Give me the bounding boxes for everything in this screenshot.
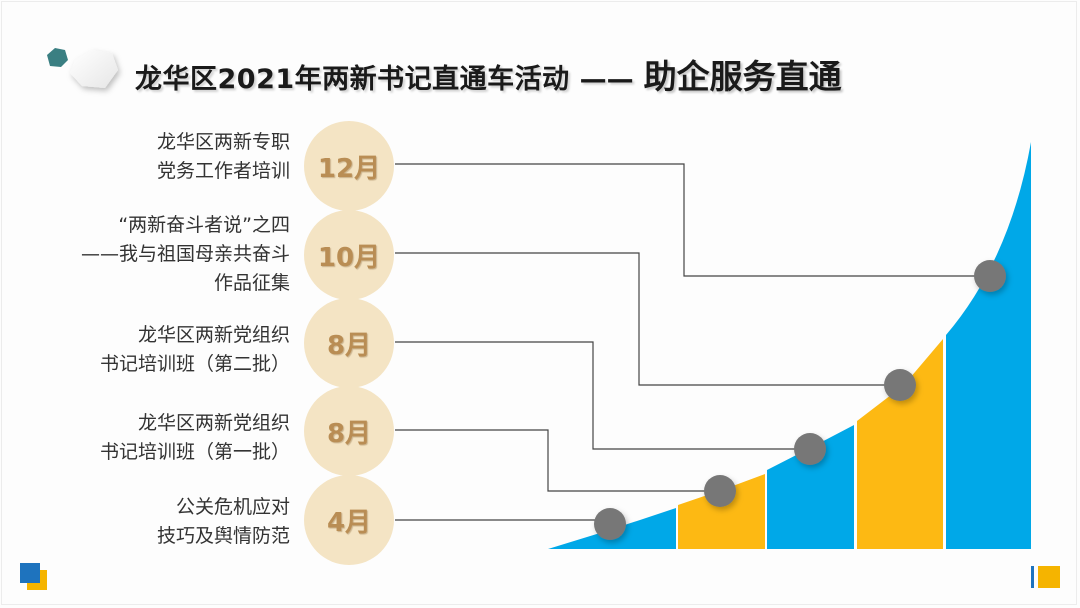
marker-dot-8a: [704, 475, 736, 507]
event-label-4: 公关危机应对 技巧及舆情防范: [157, 493, 290, 551]
month-badge-8-second: 8月: [304, 298, 394, 388]
month-badge-8-first: 8月: [304, 386, 394, 476]
event-line: 龙华区两新党组织: [137, 412, 290, 434]
square-icon: [20, 563, 40, 583]
title-dash: ——: [579, 64, 634, 95]
event-line: 公关危机应对: [175, 496, 290, 518]
month-label: 8月: [326, 418, 372, 449]
connector-line-10: [395, 252, 900, 386]
connector-line-8b: [395, 341, 810, 450]
title-sub: 助企服务直通: [643, 57, 842, 96]
marker-dot-12: [974, 260, 1006, 292]
marker-dot-4: [594, 508, 626, 540]
event-line: 技巧及舆情防范: [156, 525, 290, 547]
growth-segment-4: [857, 339, 943, 549]
connector-line-12: [395, 163, 990, 277]
growth-segment-2: [678, 474, 765, 549]
event-line: 作品征集: [213, 272, 290, 294]
event-line: 书记培训班（第一批）: [99, 441, 290, 463]
event-label-12: 龙华区两新专职 党务工作者培训: [157, 128, 290, 186]
event-line: ——我与祖国母亲共奋斗: [80, 243, 290, 265]
hexagon-icon: [47, 48, 68, 67]
event-line: 龙华区两新专职: [156, 131, 290, 153]
month-label: 10月: [317, 242, 381, 273]
month-badge-10: 10月: [304, 210, 394, 300]
month-badge-12: 12月: [304, 121, 394, 211]
title-main: 龙华区2021年两新书记直通车活动: [135, 64, 570, 95]
month-label: 4月: [326, 507, 372, 538]
growth-segment-5: [946, 142, 1031, 549]
square-icon: [1031, 566, 1034, 588]
growth-segment-1: [548, 508, 676, 549]
connector-line-8a: [395, 429, 720, 492]
event-line: 党务工作者培训: [156, 160, 290, 182]
marker-dot-8b: [794, 433, 826, 465]
event-label-8-second: 龙华区两新党组织 书记培训班（第二批）: [100, 321, 290, 379]
hexagon-icon: [70, 50, 118, 88]
event-line: 龙华区两新党组织: [137, 324, 290, 346]
event-label-8-first: 龙华区两新党组织 书记培训班（第一批）: [100, 409, 290, 467]
month-label: 12月: [317, 153, 381, 184]
event-line: “两新奋斗者说”之四: [118, 214, 290, 236]
month-badge-4: 4月: [304, 475, 394, 565]
page-title: 龙华区2021年两新书记直通车活动 —— 助企服务直通: [135, 50, 1035, 104]
marker-dot-10: [884, 369, 916, 401]
month-label: 8月: [326, 330, 372, 361]
square-icon: [1038, 566, 1060, 588]
event-line: 书记培训班（第二批）: [99, 353, 290, 375]
event-label-10: “两新奋斗者说”之四 ——我与祖国母亲共奋斗 作品征集: [81, 211, 290, 298]
growth-segment-3: [767, 425, 854, 549]
